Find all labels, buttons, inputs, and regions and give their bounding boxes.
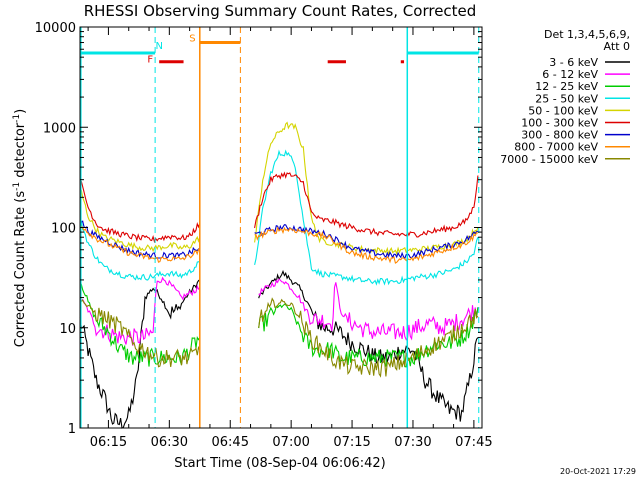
- y-tick-label: 100: [51, 222, 76, 237]
- y-axis-label: Corrected Count Rate (s-1 detector-1): [12, 109, 28, 347]
- x-axis-label: Start Time (08-Sep-04 06:06:42): [174, 456, 385, 471]
- y-tick-label: 10000: [35, 21, 76, 36]
- legend-label-3: 12 - 25 keV: [535, 80, 598, 93]
- flag-label-3: F: [147, 55, 153, 66]
- x-tick-label: 06:30: [151, 435, 188, 450]
- plot-area: N S F: [79, 27, 480, 429]
- legend-header-line-1: Det 1,3,4,5,6,9,: [544, 28, 630, 41]
- series-line-2: [79, 276, 479, 346]
- legend-label-5: 50 - 100 keV: [528, 104, 598, 117]
- series-line-9: [79, 297, 479, 378]
- y-tick-label: 1000: [43, 121, 76, 136]
- flag-label-1: N: [155, 41, 162, 52]
- legend-label-6: 100 - 300 keV: [521, 117, 598, 130]
- y-tick-label: 10: [59, 322, 76, 337]
- axes: 06:15 06:30 06:45 07:00 07:15 07:30 07:45 1 10 10…: [35, 21, 493, 450]
- x-tick-label: 07:45: [455, 435, 492, 450]
- x-tick-label: 06:45: [212, 435, 249, 450]
- x-tick-label: 07:00: [272, 435, 309, 450]
- y-tick-label: 1: [68, 422, 76, 437]
- series-line-1: [79, 269, 479, 429]
- legend-label-4: 25 - 50 keV: [535, 92, 598, 105]
- series-line-4: [79, 149, 479, 286]
- legend-label-1: 3 - 6 keV: [549, 56, 598, 69]
- x-tick-label: 07:15: [333, 435, 370, 450]
- series-line-6: [79, 171, 479, 244]
- flag-label-2: S: [189, 33, 195, 44]
- legend-label-7: 300 - 800 keV: [521, 129, 598, 142]
- x-tick-label: 07:30: [394, 435, 431, 450]
- series-line-8: [79, 222, 479, 264]
- legend-label-2: 6 - 12 keV: [542, 68, 598, 81]
- legend-label-9: 7000 - 15000 keV: [500, 153, 598, 166]
- chart-title: RHESSI Observing Summary Count Rates, Co…: [84, 2, 477, 20]
- legend-label-8: 800 - 7000 keV: [514, 141, 598, 154]
- timestamp: 20-Oct-2021 17:29: [560, 467, 636, 476]
- x-tick-label: 06:15: [90, 435, 127, 450]
- legend-header-line-2: Att 0: [604, 40, 630, 53]
- series-line-5: [79, 121, 479, 256]
